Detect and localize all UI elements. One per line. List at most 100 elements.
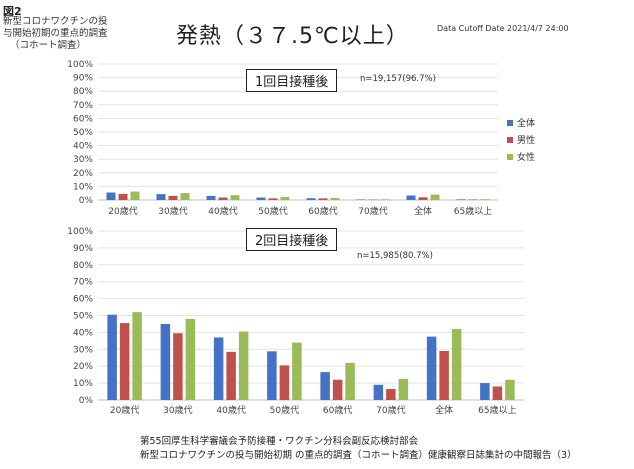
chart2-bar-4-1 [267,351,277,400]
chart2-category-label: 50歳代 [270,404,299,416]
chart1-y-tick: 10% [73,182,93,192]
chart2-bar-2-2 [173,333,183,400]
chart2-bar-6-2 [386,389,396,400]
chart2-y-tick: 100% [67,227,93,237]
chart1-bar-3-2 [218,197,228,200]
chart2-bar-2-3 [185,318,196,400]
chart2-y-tick: 0% [79,396,94,406]
chart2-y-tick: 20% [73,362,93,372]
chart2-y-tick: 80% [73,261,93,271]
chart2-y-tick: 90% [73,244,93,254]
chart1-y-tick: 50% [73,128,93,138]
chart1-y-tick: 20% [73,169,93,179]
dose2-label: 2回目接種後 [246,228,338,251]
chart2-category-label: 30歳代 [163,404,192,416]
legend-item-female: 女性 [507,150,535,163]
chart2-y-tick: 60% [73,295,93,305]
chart2-bar-4-3 [292,342,302,400]
dose2-n-label: n=15,985(80.7%) [357,251,433,261]
chart2-category-label: 40歳代 [216,404,245,416]
legend-item-overall: 全体 [507,116,535,129]
chart1-bar-2-1 [156,194,166,200]
chart2-bar-7-3 [451,329,462,400]
cutoff-date: Data Cutoff Date 2021/4/7 24:00 [437,24,569,33]
chart1-bar-1-1 [106,192,116,200]
chart2-bar-5-2 [332,379,343,400]
chart1-y-tick: 40% [73,142,93,152]
chart1-bar-3-3 [230,195,240,200]
chart2-bar-1-3 [132,312,142,400]
survey-title-line-2: 与開始初期の重点的調査 [3,28,108,39]
chart1-category-label: 全体 [414,205,432,217]
chart2-bar-7-2 [439,350,449,400]
footer-line-1: 第55回厚生科学審議会予防接種・ワクチン分科会副反応検討部会 [140,436,419,447]
chart2-y-tick: 10% [73,379,93,389]
survey-title-line-1: 新型コロナワクチンの投 [3,16,108,27]
chart1-y-tick: 90% [73,74,93,84]
chart2-category-label: 65歳以上 [478,404,516,416]
chart2-category-label: 全体 [435,404,453,416]
chart1-bar-2-3 [180,193,190,200]
chart1-category-label: 60歳代 [308,205,337,217]
chart1-y-tick: 0% [79,196,94,206]
chart2-bar-3-1 [213,337,224,400]
figure-label: 図2 [3,5,22,18]
chart1-bar-5-1 [306,198,316,200]
chart2-bar-8-2 [492,386,503,400]
chart1-bar-4-2 [268,198,278,200]
legend-swatch-overall [507,119,513,126]
chart1-category-label: 65歳以上 [454,205,492,217]
chart1-category-label: 30歳代 [158,205,187,217]
chart1-bar-2-2 [168,195,178,200]
chart1-bar-3-1 [206,195,216,200]
chart2-category-label: 60歳代 [323,404,352,416]
chart2-category-label: 20歳代 [110,404,139,416]
survey-title-line-3: （コホート調査） [10,40,87,51]
chart2-bar-3-3 [238,331,249,400]
chart1-bar-1-3 [130,191,140,200]
chart2-y-tick: 40% [73,328,93,338]
chart2-bar-5-1 [320,372,330,400]
footer-line-2: 新型コロナワクチンの投与開始初期 の重点的調査（コホート調査）健康観察日誌集計の… [140,450,577,461]
chart1-bar-8-1 [456,199,466,200]
chart2-y-tick: 50% [73,312,93,322]
chart2-bar-2-1 [160,323,171,400]
chart1-category-label: 70歳代 [358,205,387,217]
chart1-bar-7-2 [418,197,428,200]
chart2-bar-6-3 [398,378,409,400]
chart2-bar-5-3 [345,362,355,400]
chart2-bar-7-1 [426,336,437,400]
legend-swatch-female [507,153,513,160]
chart2-bar-8-3 [505,379,515,400]
chart2-bar-1-1 [107,314,117,400]
chart1-y-tick: 80% [73,87,93,97]
dose1-label: 1回目接種後 [246,69,338,92]
main-title: 発熱（３７.5℃以上） [176,24,409,49]
chart1-category-label: 40歳代 [208,205,237,217]
chart2-y-tick: 70% [73,278,93,288]
chart1-bar-1-2 [118,193,128,200]
chart1-y-tick: 100% [67,60,93,70]
chart1-bar-5-2 [318,198,328,200]
chart1-y-tick: 70% [73,101,93,111]
legend-label-overall: 全体 [517,119,536,129]
chart1-bar-4-3 [280,197,290,200]
chart1-bar-7-3 [430,194,440,200]
chart1-bar-4-1 [256,197,266,200]
chart1-bar-8-3 [480,199,490,200]
chart1-category-label: 20歳代 [108,205,137,217]
chart1-bar-7-1 [406,195,416,200]
legend-label-male: 男性 [517,136,536,146]
chart2-bar-4-2 [279,365,290,400]
chart1-bar-6-1 [356,199,366,200]
legend-swatch-male [507,136,513,143]
chart2-bar-1-2 [119,323,130,400]
chart1-y-tick: 60% [73,114,93,124]
dose1-n-label: n=19,157(96.7%) [360,74,436,84]
legend-label-female: 女性 [517,153,536,163]
chart1-bar-8-2 [468,199,478,200]
chart1-y-tick: 30% [73,155,93,165]
chart1-category-label: 50歳代 [258,205,287,217]
chart2-y-tick: 30% [73,345,93,355]
